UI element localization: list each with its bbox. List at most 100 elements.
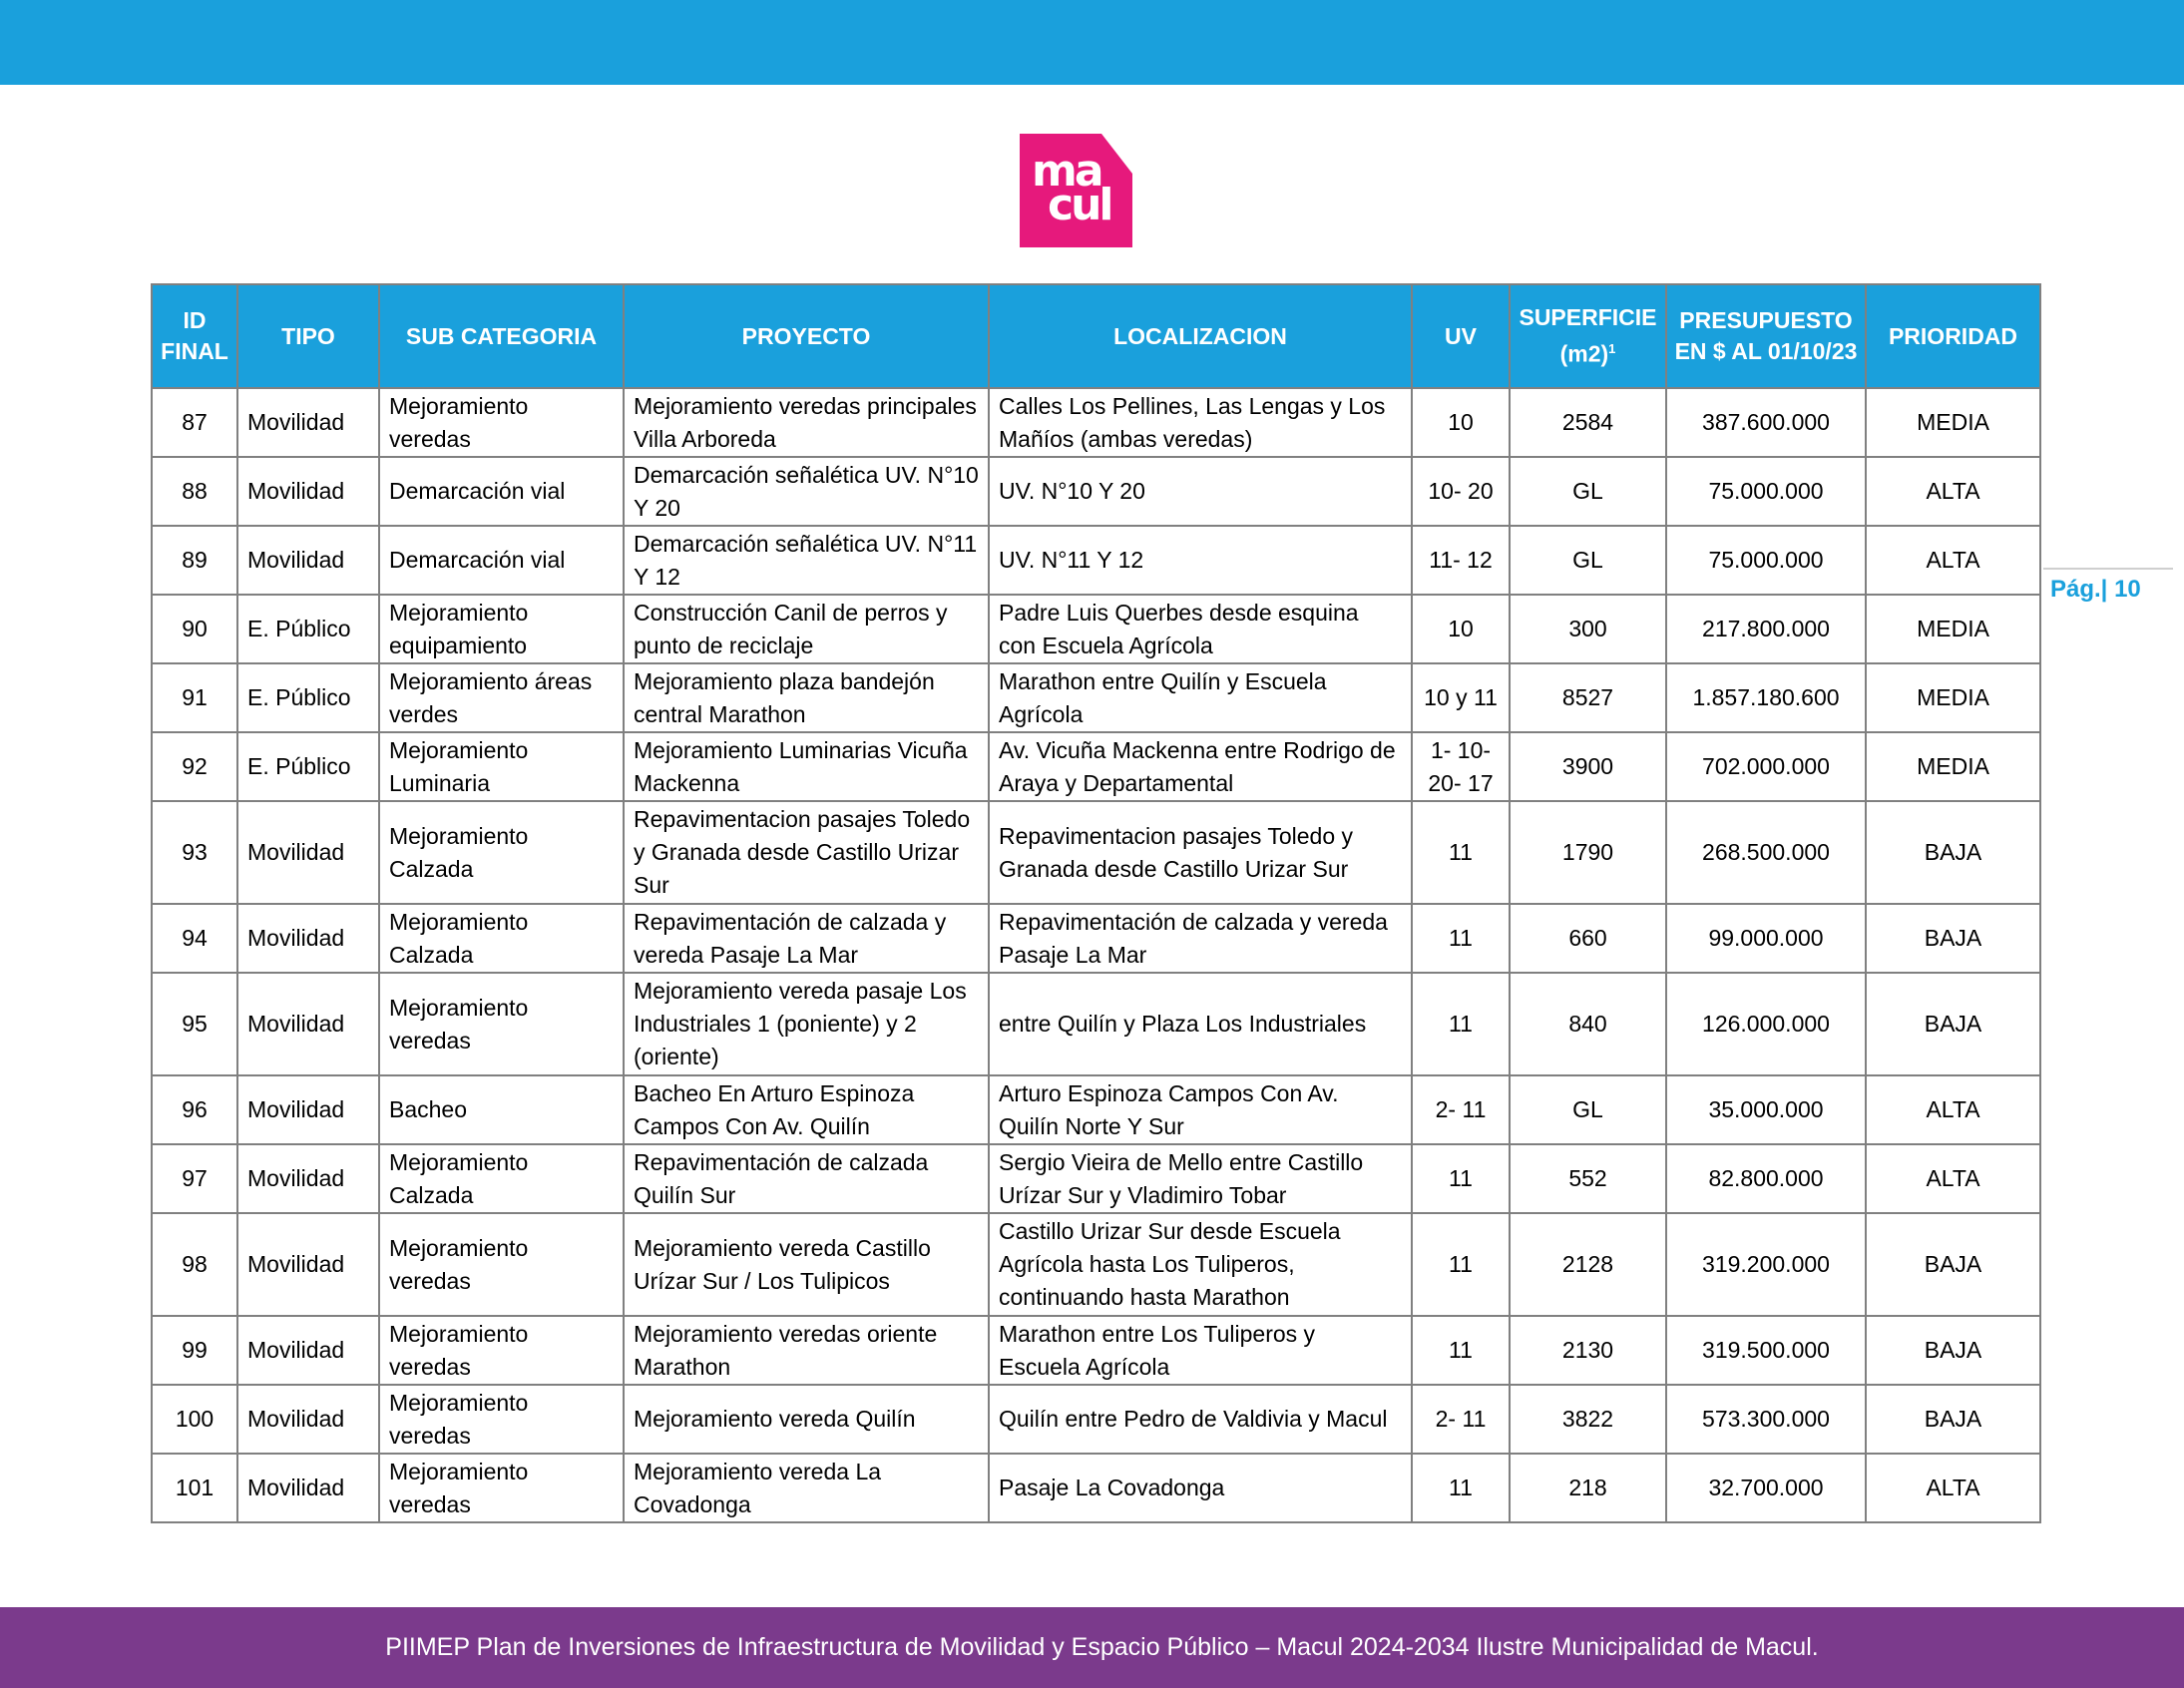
cell-proyecto: Mejoramiento vereda La Covadonga xyxy=(623,1453,990,1523)
cell-uv: 11 xyxy=(1411,1315,1511,1386)
cell-superficie: 1790 xyxy=(1509,800,1667,905)
cell-presupuesto: 268.500.000 xyxy=(1665,800,1867,905)
cell-prioridad: MEDIA xyxy=(1865,594,2041,664)
cell-superficie: 3822 xyxy=(1509,1384,1667,1455)
header-id: ID FINAL xyxy=(151,283,238,389)
footer-text: PIIMEP Plan de Inversiones de Infraestru… xyxy=(385,1633,1819,1661)
cell-proyecto: Repavimentación de calzada y vereda Pasa… xyxy=(623,903,990,974)
cell-id: 89 xyxy=(151,525,238,596)
cell-presupuesto: 32.700.000 xyxy=(1665,1453,1867,1523)
cell-subcategoria: Mejoramiento veredas xyxy=(378,1453,625,1523)
cell-tipo: Movilidad xyxy=(236,1143,380,1214)
table-row: 100 Movilidad Mejoramiento veredas Mejorami… xyxy=(151,1384,2041,1455)
cell-prioridad: BAJA xyxy=(1865,1384,2041,1455)
cell-proyecto: Mejoramiento vereda Castillo Urízar Sur … xyxy=(623,1212,990,1317)
cell-proyecto: Mejoramiento vereda pasaje Los Industria… xyxy=(623,972,990,1076)
cell-subcategoria: Mejoramiento veredas xyxy=(378,1384,625,1455)
cell-localizacion: Marathon entre Quilín y Escuela Agrícola xyxy=(988,662,1413,733)
cell-presupuesto: 387.600.000 xyxy=(1665,387,1867,458)
cell-localizacion: Marathon entre Los Tuliperos y Escuela A… xyxy=(988,1315,1413,1386)
page-number-rule xyxy=(2043,568,2173,570)
table-row: 96 Movilidad Bacheo Bacheo En Arturo Espino… xyxy=(151,1074,2041,1145)
cell-localizacion: Arturo Espinoza Campos Con Av. Quilín No… xyxy=(988,1074,1413,1145)
cell-prioridad: BAJA xyxy=(1865,1212,2041,1317)
cell-localizacion: Castillo Urizar Sur desde Escuela Agríco… xyxy=(988,1212,1413,1317)
cell-presupuesto: 217.800.000 xyxy=(1665,594,1867,664)
cell-presupuesto: 319.200.000 xyxy=(1665,1212,1867,1317)
cell-subcategoria: Mejoramiento veredas xyxy=(378,1315,625,1386)
cell-localizacion: entre Quilín y Plaza Los Industriales xyxy=(988,972,1413,1076)
cell-id: 98 xyxy=(151,1212,238,1317)
cell-prioridad: ALTA xyxy=(1865,1143,2041,1214)
logo-text-line1: ma xyxy=(1032,146,1104,197)
cell-prioridad: MEDIA xyxy=(1865,662,2041,733)
cell-uv: 10 xyxy=(1411,387,1511,458)
macul-logo: ma cul xyxy=(1020,134,1132,247)
cell-subcategoria: Mejoramiento Calzada xyxy=(378,903,625,974)
table-row: 92 E. Público Mejoramiento Luminaria Mejora… xyxy=(151,731,2041,802)
table-row: 99 Movilidad Mejoramiento veredas Mejoramie… xyxy=(151,1315,2041,1386)
investment-table-container: ID FINAL TIPO SUB CATEGORIA PROYECTO LOC… xyxy=(151,283,2041,1523)
cell-presupuesto: 82.800.000 xyxy=(1665,1143,1867,1214)
cell-localizacion: Av. Vicuña Mackenna entre Rodrigo de Ara… xyxy=(988,731,1413,802)
cell-superficie: 2128 xyxy=(1509,1212,1667,1317)
cell-superficie: 2130 xyxy=(1509,1315,1667,1386)
cell-localizacion: UV. N°11 Y 12 xyxy=(988,525,1413,596)
cell-proyecto: Mejoramiento vereda Quilín xyxy=(623,1384,990,1455)
table-header-row: ID FINAL TIPO SUB CATEGORIA PROYECTO LOC… xyxy=(151,283,2041,389)
cell-tipo: E. Público xyxy=(236,731,380,802)
cell-tipo: Movilidad xyxy=(236,903,380,974)
cell-id: 90 xyxy=(151,594,238,664)
cell-prioridad: BAJA xyxy=(1865,1315,2041,1386)
cell-id: 97 xyxy=(151,1143,238,1214)
cell-localizacion: Repavimentacion pasajes Toledo y Granada… xyxy=(988,800,1413,905)
cell-presupuesto: 1.857.180.600 xyxy=(1665,662,1867,733)
cell-superficie: 552 xyxy=(1509,1143,1667,1214)
table-row: 87 Movilidad Mejoramiento veredas Mejoramie… xyxy=(151,387,2041,458)
cell-uv: 10- 20 xyxy=(1411,456,1511,527)
cell-subcategoria: Mejoramiento veredas xyxy=(378,1212,625,1317)
header-presupuesto: PRESUPUESTO EN $ AL 01/10/23 xyxy=(1665,283,1867,389)
header-uv: UV xyxy=(1411,283,1511,389)
cell-tipo: Movilidad xyxy=(236,1384,380,1455)
table-row: 97 Movilidad Mejoramiento Calzada Repavimen… xyxy=(151,1143,2041,1214)
cell-tipo: Movilidad xyxy=(236,525,380,596)
cell-proyecto: Repavimentacion pasajes Toledo y Granada… xyxy=(623,800,990,905)
cell-tipo: Movilidad xyxy=(236,387,380,458)
cell-id: 100 xyxy=(151,1384,238,1455)
cell-presupuesto: 702.000.000 xyxy=(1665,731,1867,802)
cell-localizacion: Padre Luis Querbes desde esquina con Esc… xyxy=(988,594,1413,664)
cell-subcategoria: Mejoramiento veredas xyxy=(378,972,625,1076)
cell-proyecto: Demarcación señalética UV. N°11 Y 12 xyxy=(623,525,990,596)
cell-prioridad: BAJA xyxy=(1865,800,2041,905)
cell-id: 92 xyxy=(151,731,238,802)
cell-tipo: Movilidad xyxy=(236,1315,380,1386)
cell-uv: 11 xyxy=(1411,1212,1511,1317)
page-number: Pág.| 10 xyxy=(2050,576,2141,603)
cell-tipo: Movilidad xyxy=(236,1212,380,1317)
cell-subcategoria: Mejoramiento equipamiento xyxy=(378,594,625,664)
cell-prioridad: MEDIA xyxy=(1865,731,2041,802)
cell-presupuesto: 99.000.000 xyxy=(1665,903,1867,974)
cell-tipo: Movilidad xyxy=(236,1074,380,1145)
cell-uv: 2- 11 xyxy=(1411,1074,1511,1145)
cell-tipo: Movilidad xyxy=(236,800,380,905)
cell-proyecto: Mejoramiento veredas oriente Marathon xyxy=(623,1315,990,1386)
table-row: 89 Movilidad Demarcación vial Demarcación s… xyxy=(151,525,2041,596)
table-row: 101 Movilidad Mejoramiento veredas Mejorami… xyxy=(151,1453,2041,1523)
footer-band: PIIMEP Plan de Inversiones de Infraestru… xyxy=(0,1607,2184,1688)
cell-uv: 11 xyxy=(1411,972,1511,1076)
cell-subcategoria: Mejoramiento Calzada xyxy=(378,1143,625,1214)
header-proyecto: PROYECTO xyxy=(623,283,990,389)
cell-tipo: E. Público xyxy=(236,594,380,664)
table-row: 98 Movilidad Mejoramiento veredas Mejoramie… xyxy=(151,1212,2041,1317)
table-row: 93 Movilidad Mejoramiento Calzada Repavimen… xyxy=(151,800,2041,905)
table-row: 95 Movilidad Mejoramiento veredas Mejoramie… xyxy=(151,972,2041,1076)
cell-uv: 11 xyxy=(1411,903,1511,974)
cell-tipo: E. Público xyxy=(236,662,380,733)
cell-subcategoria: Mejoramiento Luminaria xyxy=(378,731,625,802)
cell-proyecto: Mejoramiento Luminarias Vicuña Mackenna xyxy=(623,731,990,802)
cell-proyecto: Construcción Canil de perros y punto de … xyxy=(623,594,990,664)
header-prioridad: PRIORIDAD xyxy=(1865,283,2041,389)
cell-subcategoria: Demarcación vial xyxy=(378,525,625,596)
